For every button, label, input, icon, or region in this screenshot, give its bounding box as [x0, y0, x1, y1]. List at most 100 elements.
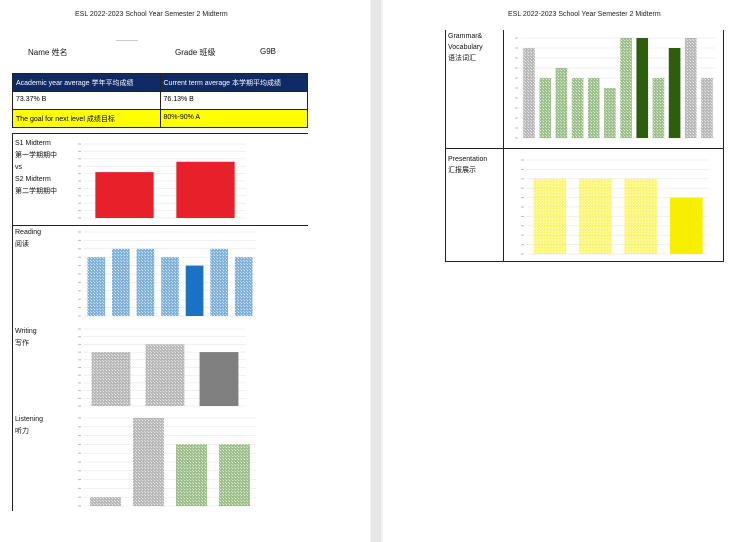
writing-bar [145, 344, 185, 406]
tick-mark [78, 336, 81, 338]
tick-mark [78, 487, 81, 489]
tick-mark [78, 328, 81, 330]
tick-mark [78, 435, 81, 437]
tick-mark [78, 298, 81, 300]
name-label: Name 姓名 [28, 48, 68, 57]
tick-mark [515, 77, 518, 79]
tick-mark [78, 479, 81, 481]
grid-left-border [12, 133, 13, 511]
grade-label: Grade 班级 [175, 48, 216, 57]
tick-mark [521, 244, 524, 246]
tick-mark [78, 470, 81, 472]
tick-mark [78, 405, 81, 407]
tick-mark [78, 281, 81, 283]
tick-mark [515, 57, 518, 59]
grammar-bar [571, 78, 584, 138]
midterm-label-line: 第二学期期中 [15, 188, 57, 195]
grid-right-border [723, 30, 724, 262]
summary-head-row: Academic year average 学年平均成绩 Current ter… [13, 74, 307, 91]
listening-chart [70, 414, 260, 510]
section-divider [445, 148, 724, 149]
midterm-bar [95, 172, 154, 218]
presentation-label-line: 汇报展示 [448, 167, 476, 174]
goal-value: 80%-90% A [159, 110, 308, 127]
listening-label-line: 听力 [15, 428, 29, 435]
reading-bar [112, 248, 130, 316]
listening-svg [78, 417, 256, 507]
tick-mark [78, 256, 81, 258]
tick-mark [78, 187, 81, 189]
page-right: ESL 2022-2023 School Year Semester 2 Mid… [383, 0, 755, 542]
writing-label: Writing 写作 [15, 326, 37, 350]
grammar-bar [701, 78, 713, 138]
current-term-average-value: 76.13% B [159, 92, 308, 109]
page-left: ESL 2022-2023 School Year Semester 2 Mid… [0, 0, 370, 542]
tick-mark [78, 461, 81, 463]
tick-mark [521, 206, 524, 208]
grammar-bar [587, 78, 600, 138]
summary-table: Academic year average 学年平均成绩 Current ter… [12, 73, 308, 128]
grammar-bar [636, 38, 649, 138]
tick-mark [78, 426, 81, 428]
grammar-bar [668, 48, 681, 138]
tick-mark [521, 168, 524, 170]
reading-bar [210, 248, 228, 316]
tick-mark [78, 315, 81, 317]
presentation-label-line: Presentation [448, 156, 488, 163]
tick-mark [78, 143, 81, 145]
summary-goal-row: The goal for next level 成绩目标 80%-90% A [13, 109, 307, 127]
writing-bar [199, 352, 239, 406]
tick-mark [78, 359, 81, 361]
tick-mark [78, 210, 81, 212]
tick-mark [515, 87, 518, 89]
midterm-chart [70, 140, 250, 222]
section-divider [12, 225, 308, 226]
writing-svg [78, 328, 246, 407]
midterm-label-line: 第一学期期中 [15, 152, 57, 159]
listening-bar [133, 418, 164, 506]
tick-mark [515, 127, 518, 129]
grammar-bar [539, 78, 552, 138]
tick-mark [78, 351, 81, 353]
tick-mark [78, 231, 81, 233]
grade-value: G9B [260, 47, 277, 56]
tick-mark [515, 37, 518, 39]
listening-label-line: Listening [15, 416, 44, 423]
current-term-average-label: Current term average 本学期平均成绩 [159, 74, 308, 91]
tick-mark [515, 107, 518, 109]
tick-mark [78, 265, 81, 267]
tick-mark [78, 443, 81, 445]
tick-mark [78, 195, 81, 197]
presentation-bar [669, 197, 703, 254]
tick-mark [78, 505, 81, 507]
grid-inner-border [503, 30, 504, 262]
midterm-label: S1 Midterm 第一学期期中 vs S2 Midterm 第二学期期中 [15, 138, 57, 198]
midterm-label-line: S1 Midterm [15, 140, 51, 147]
grammar-bar [604, 88, 616, 138]
section-divider [12, 133, 308, 134]
tick-mark [515, 67, 518, 69]
grammar-label-line: Grammar& [448, 33, 483, 40]
tick-mark [78, 158, 81, 160]
reading-label: Reading 阅读 [15, 227, 41, 251]
tick-mark [78, 397, 81, 399]
tick-mark [78, 217, 81, 219]
reading-svg [78, 231, 256, 317]
tick-mark [521, 178, 524, 180]
grammar-bar [652, 78, 665, 138]
tick-mark [78, 390, 81, 392]
presentation-svg [521, 159, 709, 255]
summary-value-row: 73.37% B 76.13% B [13, 91, 307, 109]
midterm-label-line: vs [15, 164, 22, 171]
reading-label-line: Reading [15, 229, 42, 236]
tick-mark [78, 165, 81, 167]
section-divider [445, 261, 724, 262]
academic-year-average-value: 73.37% B [16, 96, 47, 103]
writing-bar [91, 352, 131, 406]
tick-mark [78, 374, 81, 376]
page-header: ESL 2022-2023 School Year Semester 2 Mid… [508, 11, 661, 18]
page-header: ESL 2022-2023 School Year Semester 2 Mid… [75, 11, 228, 18]
presentation-bar [624, 178, 658, 254]
tick-mark [78, 248, 81, 250]
grid-left-border [445, 30, 446, 262]
